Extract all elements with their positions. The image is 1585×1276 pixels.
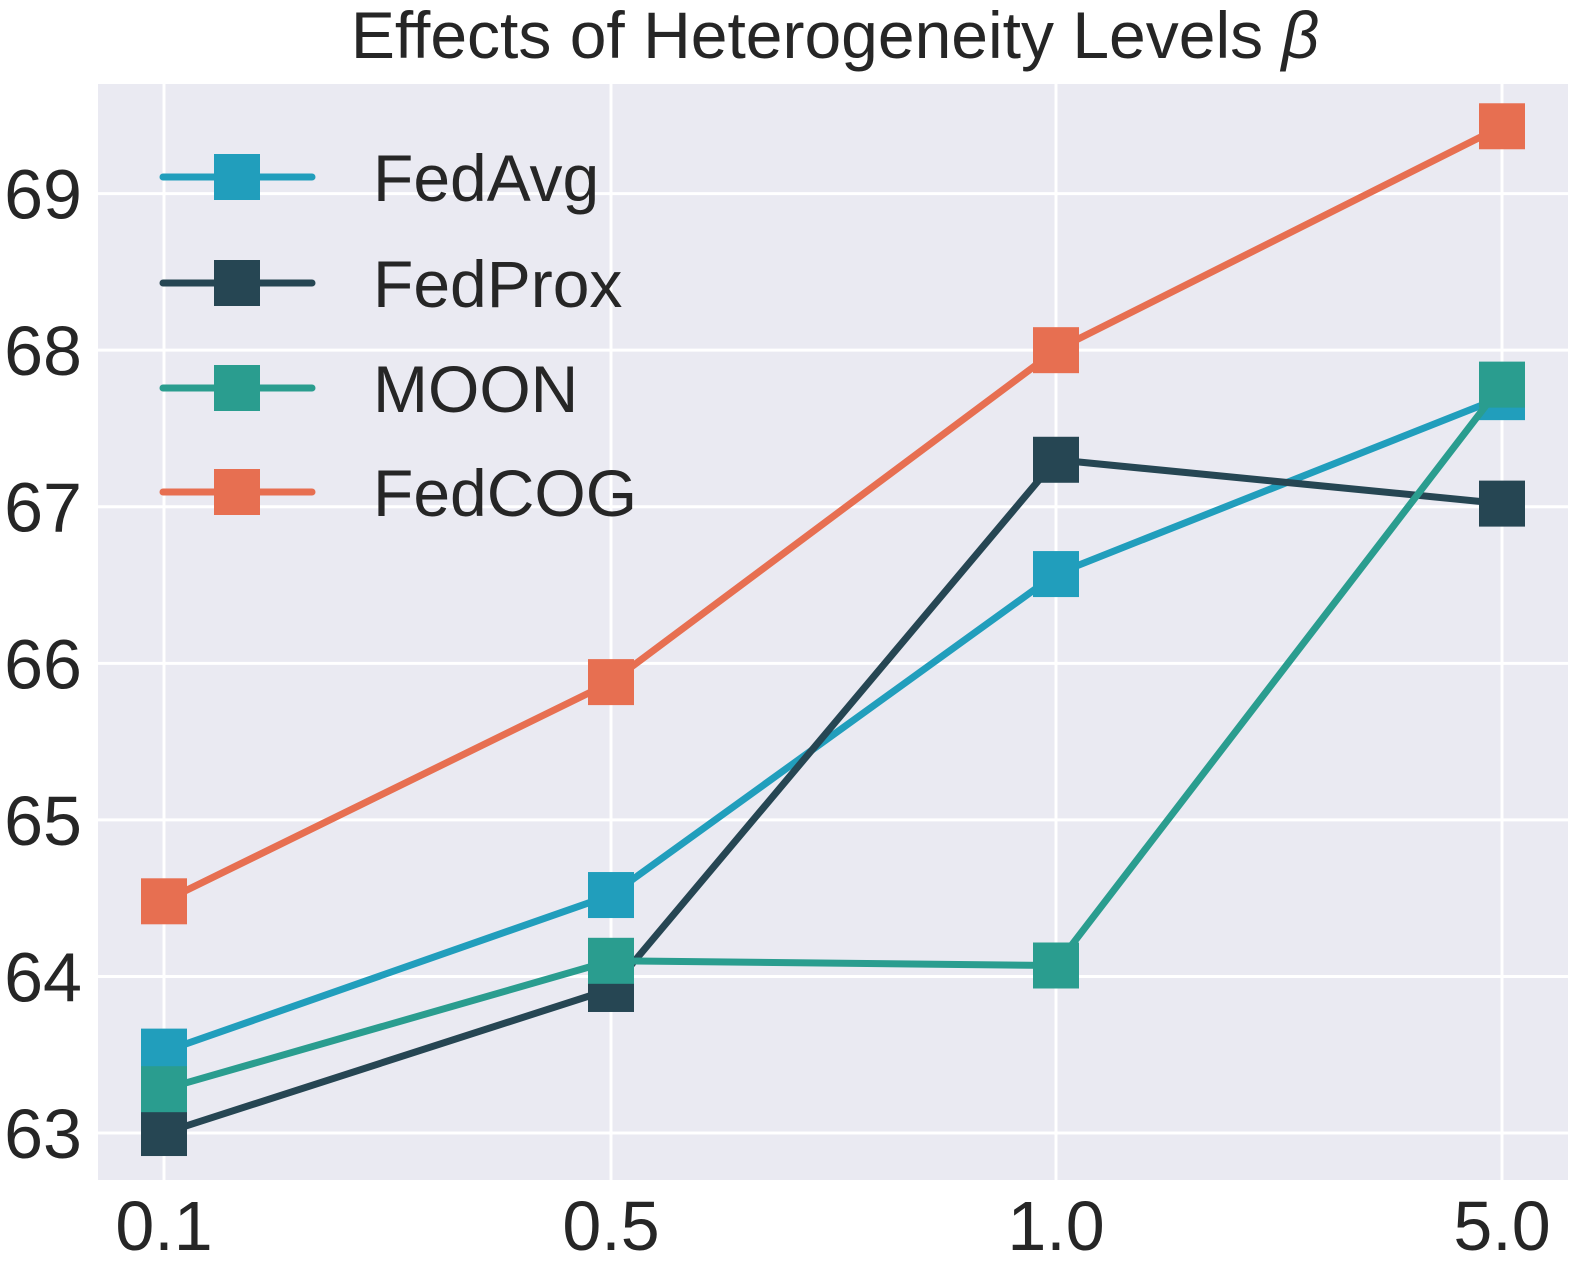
marker-fedprox-2 [1033, 436, 1079, 483]
chart-title: Effects of Heterogeneity Levels β [351, 0, 1319, 72]
marker-fedcog-1 [588, 659, 634, 706]
x-tick-label: 5.0 [1453, 1187, 1550, 1265]
y-tick-label: 68 [4, 312, 82, 390]
marker-moon-1 [588, 937, 634, 984]
y-tick-label: 64 [4, 938, 82, 1016]
marker-fedprox-3 [1479, 480, 1525, 527]
series-line-moon [160, 381, 1506, 1093]
marker-fedcog-3 [1479, 103, 1525, 150]
marker-moon-2 [1033, 942, 1079, 989]
marker-fedavg-2 [1033, 551, 1079, 598]
legend-label-fedcog: FedCOG [373, 456, 637, 530]
y-tick-label: 65 [4, 782, 82, 860]
legend: FedAvg FedProx MOON FedCOG [159, 141, 637, 530]
x-tick-label: 1.0 [1007, 1187, 1104, 1265]
series-line-fedprox [160, 456, 1506, 1137]
legend-label-fedprox: FedProx [373, 247, 622, 321]
y-tick-label: 69 [4, 156, 82, 234]
legend-label-fedavg: FedAvg [373, 141, 599, 215]
series-lines [141, 103, 1525, 1157]
marker-moon-3 [1479, 361, 1525, 408]
y-tick-label: 63 [4, 1095, 82, 1173]
chart-title-symbol: β [1279, 0, 1319, 72]
legend-marker-fedavg [214, 154, 260, 200]
y-tick-label: 67 [4, 469, 82, 547]
series-line-fedavg [160, 393, 1506, 1056]
plot-background [98, 84, 1568, 1180]
marker-fedavg-1 [588, 872, 634, 919]
y-tick-labels: 63 64 65 66 67 68 69 [4, 156, 82, 1173]
marker-fedcog-0 [141, 878, 187, 925]
series-line-fedcog [160, 122, 1506, 905]
legend-marker-fedprox [214, 260, 260, 306]
marker-moon-0 [141, 1066, 187, 1113]
chart-title-text: Effects of Heterogeneity Levels [351, 0, 1263, 72]
x-tick-label: 0.1 [115, 1187, 212, 1265]
x-tick-labels: 0.1 0.5 1.0 5.0 [115, 1187, 1550, 1265]
legend-marker-moon [214, 365, 260, 411]
legend-marker-fedcog [214, 469, 260, 515]
x-tick-label: 0.5 [562, 1187, 659, 1265]
marker-fedcog-2 [1033, 327, 1079, 374]
legend-label-moon: MOON [373, 352, 578, 426]
marker-fedprox-0 [141, 1110, 187, 1157]
y-tick-label: 66 [4, 625, 82, 703]
grid-lines [98, 84, 1568, 1180]
